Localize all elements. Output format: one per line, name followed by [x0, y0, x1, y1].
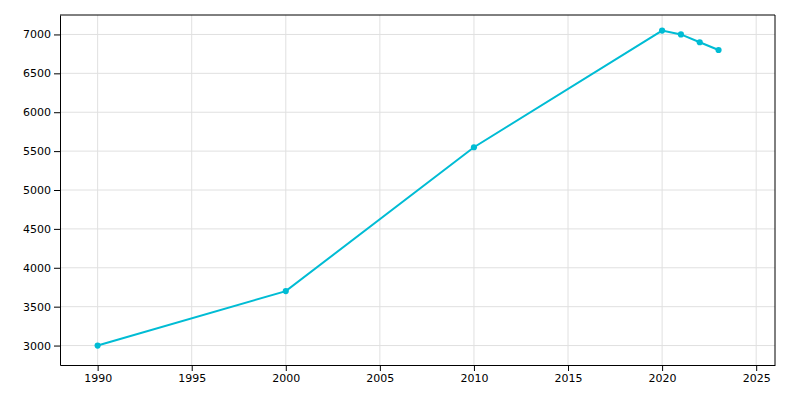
grid-line — [60, 112, 775, 113]
tick: 6500 — [23, 67, 60, 80]
tick: 2015 — [555, 365, 583, 385]
tick-label: 1990 — [84, 372, 112, 385]
tick-label: 3500 — [23, 301, 51, 314]
plot: 1990 1995 2000 2005 2010 2015 2020 2025 3000 3500… — [23, 15, 776, 385]
tick-mark — [568, 365, 569, 371]
tick-mark — [54, 268, 60, 269]
tick: 2000 — [272, 365, 300, 385]
grid-line — [60, 306, 775, 307]
tick-label: 7000 — [23, 28, 51, 41]
point — [715, 47, 721, 53]
tick: 3500 — [23, 301, 60, 314]
tick-label: 2005 — [366, 372, 394, 385]
tick: 6000 — [23, 106, 60, 119]
x-axis: 1990 1995 2000 2005 2010 2015 2020 2025 — [61, 365, 776, 385]
tick-label: 2000 — [272, 372, 300, 385]
tick-mark — [54, 307, 60, 308]
tick: 1990 — [84, 365, 112, 385]
tick-mark — [380, 365, 381, 371]
chart: 1990 1995 2000 2005 2010 2015 2020 2025 3000 3500… — [0, 0, 800, 400]
line — [98, 31, 719, 346]
tick-label: 2025 — [743, 372, 771, 385]
tick-label: 2010 — [460, 372, 488, 385]
grid — [60, 15, 775, 365]
tick: 4500 — [23, 223, 60, 236]
tick: 2020 — [649, 365, 677, 385]
tick: 2025 — [743, 365, 771, 385]
tick-label: 6000 — [23, 106, 51, 119]
grid-line — [60, 151, 775, 152]
tick: 1995 — [178, 365, 206, 385]
tick-mark — [662, 365, 663, 371]
grid-line — [60, 345, 775, 346]
tick: 5000 — [23, 184, 60, 197]
data-marks — [95, 27, 722, 348]
tick-label: 6500 — [23, 67, 51, 80]
grid-line — [60, 267, 775, 268]
tick-mark — [98, 365, 99, 371]
point — [283, 288, 289, 294]
tick-label: 4000 — [23, 262, 51, 275]
tick: 3000 — [23, 340, 60, 353]
tick-label: 1995 — [178, 372, 206, 385]
tick-mark — [54, 229, 60, 230]
axis-line — [60, 16, 61, 366]
tick-mark — [286, 365, 287, 371]
grid-line — [60, 73, 775, 74]
tick-mark — [756, 365, 757, 371]
point — [471, 144, 477, 150]
grid-line — [60, 228, 775, 229]
grid-line — [60, 34, 775, 35]
tick: 5500 — [23, 145, 60, 158]
tick-label: 3000 — [23, 340, 51, 353]
y-axis: 3000 3500 4000 4500 5000 5500 6000 6500 7000 — [23, 16, 61, 366]
tick: 2005 — [366, 365, 394, 385]
point — [678, 31, 684, 37]
tick-mark — [54, 73, 60, 74]
tick-mark — [54, 346, 60, 347]
tick-label: 5500 — [23, 145, 51, 158]
point — [659, 27, 665, 33]
tick-label: 2020 — [649, 372, 677, 385]
frame — [60, 15, 775, 16]
tick-mark — [54, 112, 60, 113]
axis-line — [61, 365, 776, 366]
tick: 7000 — [23, 28, 60, 41]
tick-mark — [474, 365, 475, 371]
point — [95, 342, 101, 348]
tick: 2010 — [460, 365, 488, 385]
tick-mark — [54, 34, 60, 35]
tick-mark — [54, 151, 60, 152]
tick-mark — [54, 190, 60, 191]
tick-label: 4500 — [23, 223, 51, 236]
point — [697, 39, 703, 45]
tick: 4000 — [23, 262, 60, 275]
frame — [775, 15, 776, 365]
tick-mark — [192, 365, 193, 371]
tick-label: 5000 — [23, 184, 51, 197]
tick-label: 2015 — [555, 372, 583, 385]
